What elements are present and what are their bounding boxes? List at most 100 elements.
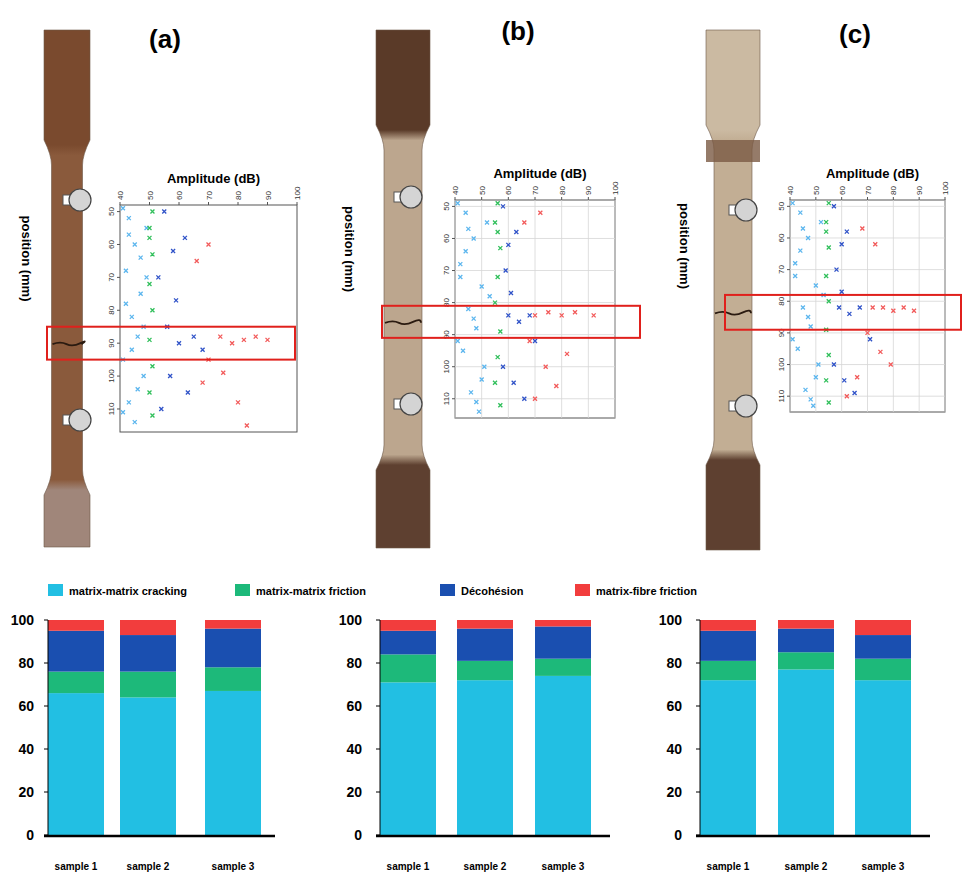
sensor [735, 395, 757, 417]
bar-segment [535, 659, 591, 676]
grid-line [945, 200, 946, 412]
bar-segment [120, 672, 176, 698]
point [493, 381, 497, 385]
point [881, 306, 885, 310]
tick-label: 110 [107, 402, 116, 415]
tick-label: 80 [558, 186, 567, 195]
bar-segment [48, 693, 104, 835]
axis-line [48, 620, 49, 835]
category-label: sample 3 [212, 861, 255, 872]
point [816, 363, 820, 367]
tick-label: 70 [442, 266, 451, 275]
legend-swatch [235, 584, 250, 596]
bar-panel: 020406080100sample 1sample 2sample 3 [339, 612, 610, 872]
bar-segment [205, 620, 261, 629]
tick [787, 364, 790, 365]
tick [452, 238, 455, 239]
scatter-panel: (a)4050607080901005060708090100110Amplit… [19, 24, 302, 547]
point [832, 363, 836, 367]
tick [120, 202, 121, 205]
tick [787, 301, 790, 302]
grid-line [919, 200, 920, 412]
point [824, 230, 828, 234]
point [124, 302, 128, 306]
point [168, 374, 172, 378]
point [866, 331, 870, 335]
bar-segment [120, 635, 176, 672]
tick [452, 334, 455, 335]
tick-label: 60 [777, 233, 786, 242]
tick-label: 40 [18, 741, 34, 757]
point [474, 326, 478, 330]
tick-label: 40 [666, 741, 682, 757]
point [458, 262, 462, 266]
category-label: sample 2 [464, 861, 507, 872]
tick [893, 197, 894, 200]
grid-line [455, 334, 615, 335]
panel-title: (b) [501, 16, 534, 46]
point [517, 320, 521, 324]
legend: matrix-matrix crackingmatrix-matrix fric… [48, 584, 697, 597]
tick [117, 211, 120, 212]
point [127, 400, 131, 404]
point [845, 230, 849, 234]
point [791, 337, 795, 341]
point [806, 236, 810, 240]
point [469, 390, 473, 394]
point [498, 403, 502, 407]
point [573, 310, 577, 314]
point [472, 317, 476, 321]
point [533, 313, 537, 317]
tick [452, 366, 455, 367]
bar-segment [457, 629, 513, 661]
crack [385, 320, 421, 324]
tick [117, 343, 120, 344]
tick [44, 620, 48, 621]
point [496, 201, 500, 205]
tick [841, 197, 842, 200]
tick-label: 40 [116, 191, 125, 200]
tick-label: 20 [346, 784, 362, 800]
tick [790, 197, 791, 200]
tick [117, 310, 120, 311]
crack [715, 311, 751, 315]
bar-segment [205, 629, 261, 668]
bar-segment [48, 672, 104, 694]
sensor [735, 199, 757, 221]
tick-label: 60 [666, 698, 682, 714]
point [804, 388, 808, 392]
tick [696, 792, 700, 793]
tick [117, 376, 120, 377]
point [801, 226, 805, 230]
point [195, 259, 199, 263]
tick-label: 50 [812, 186, 821, 195]
legend-label: matrix-matrix cracking [69, 585, 187, 597]
point [474, 400, 478, 404]
tick-label: 80 [346, 655, 362, 671]
tick-label: 110 [442, 392, 451, 405]
point [814, 375, 818, 379]
grid-line [790, 396, 945, 397]
point [136, 387, 140, 391]
tick [376, 749, 380, 750]
grid-line [790, 237, 945, 238]
axis-title: Amplitude (dB) [493, 166, 586, 181]
bar-segment [700, 631, 756, 661]
point [133, 242, 137, 246]
tick [787, 396, 790, 397]
point [136, 335, 140, 339]
tick [452, 206, 455, 207]
scatter-panel: (c)4050607080901005060708090100110Amplit… [677, 19, 961, 550]
tick-label: 40 [346, 741, 362, 757]
point [912, 309, 916, 313]
grid-line [561, 200, 562, 418]
tick-label: 50 [442, 201, 451, 210]
point [798, 249, 802, 253]
tick-label: 20 [18, 784, 34, 800]
tick [588, 197, 589, 200]
specimen-tab [706, 140, 760, 162]
point [201, 348, 205, 352]
point [853, 391, 857, 395]
tick-label: 100 [777, 357, 786, 371]
sensor [69, 189, 91, 211]
